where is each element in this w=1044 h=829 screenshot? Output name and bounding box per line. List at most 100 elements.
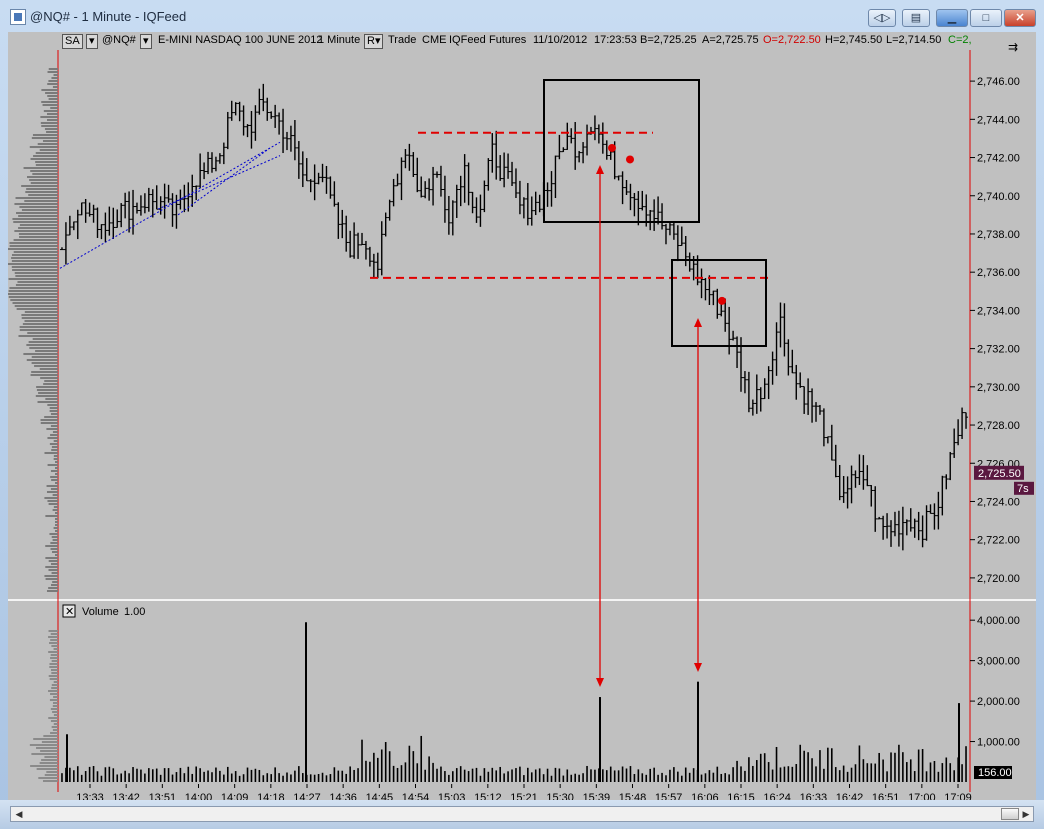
volume-profile-bar: [52, 581, 58, 583]
studies-button[interactable]: SA: [62, 34, 83, 49]
volume-profile-bar: [50, 425, 58, 427]
volume-profile-bar: [42, 780, 58, 782]
volume-profile-bar: [55, 473, 58, 475]
volume-profile-bar: [22, 323, 58, 325]
price-tick-label: 2,734.00: [977, 305, 1020, 317]
time-label: 14:27: [293, 792, 321, 802]
volume-profile-bar: [47, 437, 58, 439]
volume-profile-bar: [48, 587, 58, 589]
symbol-label[interactable]: @NQ#: [102, 34, 136, 46]
volume-marker-tag: [974, 766, 1012, 779]
volume-profile-bar: [47, 95, 58, 97]
volume-profile-bar: [31, 356, 58, 358]
interval-label[interactable]: 1 Minute: [318, 34, 361, 46]
symbol-dropdown-icon[interactable]: ▾: [140, 34, 152, 49]
volume-profile-bar: [8, 278, 59, 280]
volume-profile-bar: [24, 320, 59, 322]
close-button[interactable]: ✕: [1004, 9, 1036, 27]
time-label: 16:24: [763, 792, 791, 802]
volume-profile-bar: [11, 260, 58, 262]
volume-profile-bar: [8, 248, 59, 250]
scrollbar-thumb[interactable]: [1001, 808, 1019, 820]
price-tick-label: 2,720.00: [977, 573, 1020, 585]
volume-profile-bar: [55, 467, 58, 469]
volume-profile-bar: [15, 284, 59, 286]
minimize-button[interactable]: ▁: [936, 9, 968, 27]
chart-canvas[interactable]: 2,746.00 2,744.00 2,742.00 2,740.00 2,738.00…: [8, 32, 1036, 802]
horizontal-scrollbar[interactable]: ◀ ▶: [10, 806, 1034, 822]
time-label: 16:15: [727, 792, 755, 802]
volume-profile-bar: [50, 693, 58, 695]
refresh-button[interactable]: R▾: [364, 34, 384, 49]
volume-profile-bar: [46, 491, 58, 493]
type-label: Futures: [489, 34, 527, 46]
volume-profile-bar: [38, 392, 58, 394]
volume-profile-bar: [51, 77, 58, 79]
volume-profile-bar: [48, 636, 58, 638]
volume-profile-bar: [35, 350, 58, 352]
volume-profile-bar: [35, 152, 58, 154]
volume-profile-bar: [37, 143, 58, 145]
volume-profile-bar: [10, 299, 58, 301]
volume-profile-bar: [12, 218, 58, 220]
volume-profile-bar: [53, 74, 58, 76]
volume-profile-bar: [28, 194, 58, 196]
time-label: 13:51: [149, 792, 177, 802]
price-tick-label: 2,742.00: [977, 153, 1020, 165]
volume-profile-bar: [40, 116, 58, 118]
price-tick-label: 2,724.00: [977, 496, 1020, 508]
volume-profile-bar: [51, 584, 58, 586]
volume-profile-bar: [47, 500, 58, 502]
volume-profile-bar: [55, 482, 58, 484]
volume-profile-bar: [52, 711, 58, 713]
volume-profile-bar: [53, 440, 58, 442]
volume-profile-bar: [45, 566, 58, 568]
volume-tick-label: 4,000.00: [977, 615, 1020, 627]
volume-profile-bar: [19, 236, 58, 238]
arrow-right-head-up: [694, 318, 702, 327]
volume-profile-bar: [41, 101, 58, 103]
volume-profile-bar: [48, 717, 58, 719]
scroll-right-icon[interactable]: ▶: [1022, 809, 1030, 819]
volume-profile-bar: [29, 744, 58, 746]
time-label: 14:54: [402, 792, 430, 802]
volume-profile-bar: [23, 167, 58, 169]
axis-settings-icon[interactable]: ⇉: [1008, 40, 1019, 54]
volume-profile-bar: [48, 68, 58, 70]
volume-profile-bar: [23, 353, 58, 355]
volume-profile-bar: [50, 657, 58, 659]
volume-close-icon: ✕: [65, 606, 74, 618]
volume-profile-bar: [41, 125, 58, 127]
volume-profile-bar: [14, 230, 58, 232]
volume-profile-bar: [19, 224, 58, 226]
volume-profile-bar: [51, 446, 58, 448]
volume-profile-bar: [47, 464, 58, 466]
volume-profile-bar: [39, 149, 58, 151]
volume-profile-bar: [51, 449, 58, 451]
volume-profile-bar: [16, 212, 58, 214]
link-icon[interactable]: ◁▷: [868, 9, 896, 27]
volume-profile-bar: [48, 690, 58, 692]
maximize-button[interactable]: □: [970, 9, 1002, 27]
volume-profile-bar: [50, 720, 58, 722]
volume-profile-bar: [42, 140, 58, 142]
volume-profile-bar: [49, 410, 58, 412]
signal-dot: [718, 296, 726, 305]
volume-profile-bar: [51, 536, 58, 538]
volume-profile-bar: [48, 98, 58, 100]
feed-label: IQFeed: [449, 34, 486, 46]
volume-profile-bar: [38, 777, 58, 779]
volume-profile-bar: [19, 206, 59, 208]
studies-dropdown-icon[interactable]: ▾: [86, 34, 98, 49]
volume-profile-bar: [44, 575, 58, 577]
layout-icon[interactable]: ▤: [902, 9, 930, 27]
volume-profile-bar: [51, 687, 58, 689]
volume-profile-bar: [55, 530, 58, 532]
volume-profile-bar: [33, 738, 58, 740]
volume-profile-bar: [51, 672, 58, 674]
scroll-left-icon[interactable]: ◀: [15, 809, 23, 819]
volume-profile-bar: [45, 515, 58, 517]
volume-profile-bar: [29, 347, 58, 349]
volume-profile-bar: [55, 518, 58, 520]
volume-profile-bar: [46, 131, 58, 133]
